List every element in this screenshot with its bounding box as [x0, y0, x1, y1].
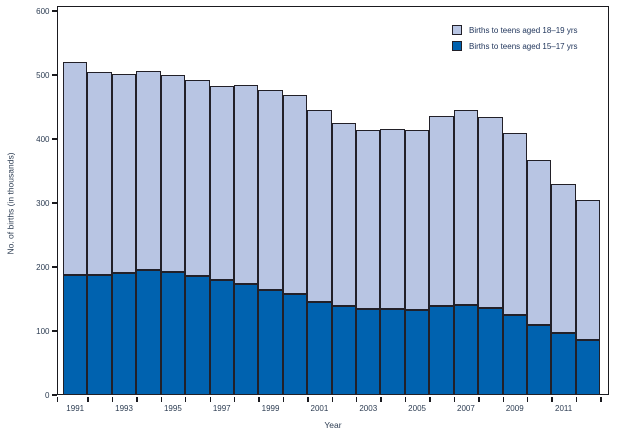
bar-segment-2002 — [331, 306, 357, 395]
bar-segment-2006 — [429, 306, 454, 395]
x-tick-12 — [356, 396, 358, 402]
bar-segment-2006 — [429, 116, 454, 307]
bar-segment-2008 — [478, 308, 503, 395]
bar-segment-1992 — [87, 275, 112, 395]
bar-segment-2010 — [526, 325, 552, 395]
x-tick-21 — [575, 396, 578, 402]
x-tick-label-1995: 1995 — [163, 403, 182, 413]
x-tick-6 — [209, 396, 211, 402]
bar-segment-1991 — [63, 62, 88, 275]
x-tick-label-2011: 2011 — [555, 403, 573, 413]
x-tick-15 — [429, 396, 431, 402]
x-tick-1 — [87, 396, 89, 402]
y-tick-300 — [51, 202, 57, 204]
bar-segment-1991 — [63, 274, 88, 395]
bar-segment-1997 — [209, 279, 234, 395]
x-tick-11 — [331, 396, 333, 402]
x-tick-5 — [185, 396, 187, 402]
bar-segment-2007 — [453, 110, 479, 305]
bar-segment-2003 — [356, 129, 381, 309]
bar-segment-2005 — [404, 309, 430, 395]
y-tick-200 — [51, 266, 57, 268]
legend-swatch-births-15-17 — [452, 41, 462, 51]
y-tick-label-300: 300 — [36, 198, 50, 208]
legend-label-births-18-19: Births to teens aged 18–19 yrs — [469, 26, 578, 35]
bar-segment-1995 — [160, 75, 186, 272]
bar-segment-2003 — [356, 308, 381, 395]
bar-segment-1998 — [233, 84, 259, 285]
bar-segment-2005 — [404, 129, 430, 310]
x-tick-7 — [233, 396, 236, 402]
y-tick-label-600: 600 — [36, 6, 50, 16]
bar-segment-1999 — [258, 290, 283, 395]
bar-segment-2009 — [502, 315, 527, 395]
legend-label-births-15-17: Births to teens aged 15–17 yrs — [469, 42, 578, 51]
x-tick-10 — [307, 396, 309, 402]
x-tick-label-1991: 1991 — [66, 403, 85, 413]
x-tick-label-2003: 2003 — [359, 403, 378, 413]
x-tick-label-1993: 1993 — [115, 403, 133, 413]
bar-segment-2010 — [526, 159, 552, 326]
x-axis-title: Year — [324, 420, 342, 430]
x-tick-label-2001: 2001 — [310, 403, 329, 413]
legend-swatch-births-18-19 — [452, 25, 462, 35]
y-tick-600 — [51, 10, 57, 12]
y-axis-title: No. of births (in thousands) — [5, 152, 16, 255]
bar-segment-1999 — [258, 90, 283, 291]
bar-segment-1993 — [111, 74, 137, 274]
bar-segment-2011 — [551, 183, 576, 333]
y-tick-label-100: 100 — [36, 326, 50, 336]
bar-segment-2009 — [502, 132, 527, 316]
x-tick-label-1997: 1997 — [212, 403, 231, 413]
y-tick-label-200: 200 — [36, 262, 50, 272]
x-tick-4 — [160, 396, 163, 402]
bar-segment-2007 — [453, 305, 479, 395]
x-tick-3 — [136, 396, 138, 402]
x-tick-label-1999: 1999 — [261, 403, 280, 413]
bar-segment-1994 — [136, 71, 161, 271]
x-tick-label-2007: 2007 — [457, 403, 475, 413]
bar-segment-2012 — [575, 339, 601, 395]
x-tick-axis-corner — [57, 396, 59, 402]
bar-segment-2001 — [307, 109, 332, 302]
y-tick-0 — [51, 394, 57, 396]
bar-segment-2012 — [575, 199, 601, 340]
bar-segment-2000 — [282, 94, 308, 295]
y-tick-label-500: 500 — [36, 70, 50, 80]
y-tick-label-400: 400 — [36, 134, 50, 144]
bar-segment-2004 — [380, 309, 405, 395]
x-tick-18 — [502, 396, 504, 402]
bar-segment-1997 — [209, 85, 234, 280]
x-tick-22 — [600, 396, 602, 402]
x-tick-20 — [551, 396, 553, 402]
bar-segment-2000 — [282, 294, 308, 395]
bar-segment-1993 — [111, 273, 137, 395]
x-tick-8 — [258, 396, 260, 402]
bar-segment-2011 — [551, 332, 576, 395]
x-tick-17 — [478, 396, 480, 402]
bar-segment-1995 — [160, 271, 186, 395]
x-tick-16 — [453, 396, 456, 402]
bar-segment-2004 — [380, 129, 405, 310]
y-tick-100 — [51, 330, 57, 332]
bar-segment-2008 — [478, 116, 503, 309]
x-tick-14 — [404, 396, 407, 402]
y-tick-500 — [51, 74, 57, 76]
y-tick-label-0: 0 — [45, 390, 50, 400]
bar-segment-1996 — [185, 80, 210, 277]
x-tick-13 — [380, 396, 382, 402]
bar-segment-1992 — [87, 71, 112, 275]
y-tick-400 — [51, 138, 57, 140]
x-tick-19 — [526, 396, 529, 402]
bar-segment-2002 — [331, 122, 357, 307]
x-tick-2 — [111, 396, 114, 402]
x-tick-label-2009: 2009 — [505, 403, 524, 413]
bar-segment-1994 — [136, 270, 161, 395]
x-tick-label-2005: 2005 — [408, 403, 426, 413]
bar-segment-2001 — [307, 302, 332, 395]
x-tick-9 — [282, 396, 285, 402]
bar-segment-1998 — [233, 284, 259, 395]
bar-segment-1996 — [185, 276, 210, 395]
